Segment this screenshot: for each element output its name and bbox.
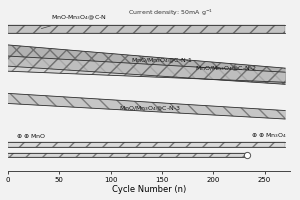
Text: MnO-Mn$_3$O$_4$@C-N: MnO-Mn$_3$O$_4$@C-N <box>41 13 107 29</box>
Text: MnO/Mn$_3$O$_4$@C-N-3: MnO/Mn$_3$O$_4$@C-N-3 <box>119 104 181 113</box>
Text: MnO/Mn$_3$O$_4$@C-N-2: MnO/Mn$_3$O$_4$@C-N-2 <box>195 64 256 73</box>
Text: $\oplus$ $\oplus$ MnO: $\oplus$ $\oplus$ MnO <box>16 132 46 140</box>
Text: $\oplus$ $\oplus$ Mn$_3$O$_4$: $\oplus$ $\oplus$ Mn$_3$O$_4$ <box>251 131 287 140</box>
Text: MnO/Mn$_3$O$_4$@C-N-1: MnO/Mn$_3$O$_4$@C-N-1 <box>131 56 193 65</box>
Text: Current density: 50mA g$^{-1}$: Current density: 50mA g$^{-1}$ <box>128 7 213 18</box>
X-axis label: Cycle Number (n): Cycle Number (n) <box>112 185 186 194</box>
